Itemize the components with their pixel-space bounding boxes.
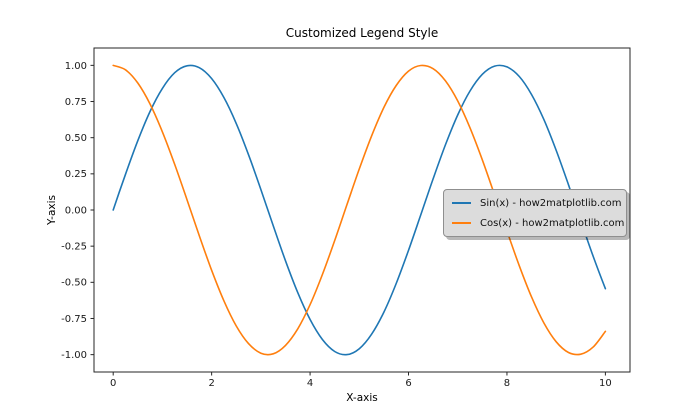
y-tick-label: 0.00 bbox=[65, 205, 87, 216]
y-tick-label: 0.75 bbox=[65, 97, 87, 108]
x-tick-label: 8 bbox=[504, 378, 510, 389]
x-tick-label: 6 bbox=[405, 378, 411, 389]
y-tick-label: -1.00 bbox=[61, 350, 87, 361]
x-tick-label: 0 bbox=[110, 378, 116, 389]
legend-entry: Cos(x) - how2matplotlib.com bbox=[452, 215, 624, 232]
series-line-0 bbox=[112, 64, 607, 356]
legend-entry: Sin(x) - how2matplotlib.com bbox=[452, 195, 622, 212]
series-line-1 bbox=[112, 64, 607, 356]
legend-line-sample bbox=[452, 222, 471, 224]
y-tick-label: -0.75 bbox=[61, 314, 87, 325]
legend-line-sample bbox=[452, 202, 471, 204]
y-tick-label: 0.25 bbox=[65, 169, 87, 180]
x-tick-label: 4 bbox=[307, 378, 313, 389]
legend-label: Cos(x) - how2matplotlib.com bbox=[480, 217, 625, 229]
x-tick-label: 10 bbox=[599, 378, 612, 389]
y-tick-label: 1.00 bbox=[65, 61, 87, 72]
y-axis-label: Y-axis bbox=[46, 195, 58, 225]
y-tick-label: -0.25 bbox=[61, 242, 87, 253]
x-tick-label: 2 bbox=[208, 378, 214, 389]
x-axis-label: X-axis bbox=[346, 392, 378, 404]
legend: Sin(x) - how2matplotlib.com Cos(x) - how2… bbox=[443, 189, 627, 237]
legend-label: Sin(x) - how2matplotlib.com bbox=[480, 197, 622, 209]
y-tick-label: 0.50 bbox=[65, 133, 87, 144]
y-tick-label: -0.50 bbox=[61, 278, 87, 289]
chart-title: Customized Legend Style bbox=[285, 26, 439, 40]
